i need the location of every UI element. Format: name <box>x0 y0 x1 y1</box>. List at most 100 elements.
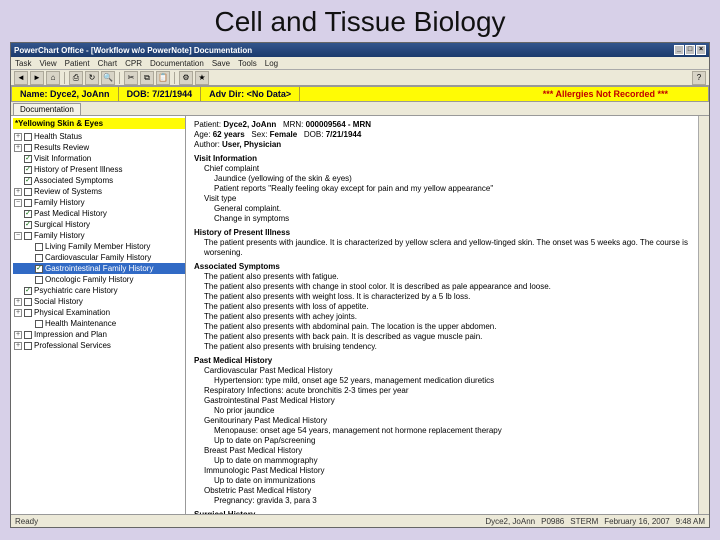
toolbar-print-icon[interactable]: ⎙ <box>69 71 83 85</box>
tree-item[interactable]: Impression and Plan <box>13 329 185 340</box>
expand-icon[interactable] <box>14 232 22 240</box>
menu-tools[interactable]: Tools <box>238 59 257 68</box>
patient-name-label: Name: <box>20 89 48 99</box>
titlebar: PowerChart Office - [Workflow w/o PowerN… <box>11 43 709 57</box>
menu-documentation[interactable]: Documentation <box>150 59 204 68</box>
menu-patient[interactable]: Patient <box>65 59 90 68</box>
tree-label: Impression and Plan <box>34 329 107 340</box>
hdr-age: 62 years <box>213 130 245 139</box>
toolbar-home-icon[interactable]: ⌂ <box>46 71 60 85</box>
toolbar-paste-icon[interactable]: 📋 <box>156 71 170 85</box>
toolbar-copy-icon[interactable]: ⧉ <box>140 71 154 85</box>
tree-item[interactable]: Health Maintenance <box>13 318 185 329</box>
doc-line: Obstetric Past Medical History <box>194 486 701 496</box>
tree-item[interactable]: Results Review <box>13 142 185 153</box>
menu-task[interactable]: Task <box>15 59 31 68</box>
tree-item[interactable]: Visit Information <box>13 153 185 164</box>
toolbar-tool-icon[interactable]: ⚙ <box>179 71 193 85</box>
menu-log[interactable]: Log <box>265 59 278 68</box>
doc-line: Menopause: onset age 54 years, managemen… <box>194 426 701 436</box>
tree-checkbox[interactable] <box>24 133 32 141</box>
tree-checkbox[interactable] <box>35 254 43 262</box>
expand-icon[interactable] <box>14 133 22 141</box>
toolbar-back-icon[interactable]: ◄ <box>14 71 28 85</box>
tree-checkbox[interactable] <box>35 265 43 273</box>
doc-line: Immunologic Past Medical History <box>194 466 701 476</box>
tree-item[interactable]: Professional Services <box>13 340 185 351</box>
close-button[interactable]: × <box>696 45 706 55</box>
hdr-mrn-label: MRN: <box>283 120 303 129</box>
expand-icon[interactable] <box>14 199 22 207</box>
toolbar-tool2-icon[interactable]: ★ <box>195 71 209 85</box>
toolbar-sep <box>119 72 120 84</box>
tree-item[interactable]: Gastrointestinal Family History <box>13 263 185 274</box>
tree-item[interactable]: Past Medical History <box>13 208 185 219</box>
tree-item[interactable]: Social History <box>13 296 185 307</box>
tree-checkbox[interactable] <box>24 144 32 152</box>
tree-checkbox[interactable] <box>24 199 32 207</box>
tree-item[interactable]: Cardiovascular Family History <box>13 252 185 263</box>
toolbar-find-icon[interactable]: 🔍 <box>101 71 115 85</box>
toolbar-fwd-icon[interactable]: ► <box>30 71 44 85</box>
tree-checkbox[interactable] <box>35 276 43 284</box>
toolbar-sep <box>64 72 65 84</box>
tree-item[interactable]: Oncologic Family History <box>13 274 185 285</box>
tree-checkbox[interactable] <box>24 221 32 229</box>
expand-icon[interactable] <box>14 309 22 317</box>
tree-item[interactable]: Family History <box>13 230 185 241</box>
tree-checkbox[interactable] <box>24 210 32 218</box>
tree-item[interactable]: Associated Symptoms <box>13 175 185 186</box>
tree-item[interactable]: Family History <box>13 197 185 208</box>
menubar: Task View Patient Chart CPR Documentatio… <box>11 57 709 70</box>
menu-view[interactable]: View <box>39 59 56 68</box>
doc-section-title: Past Medical History <box>194 356 701 366</box>
tree-item[interactable]: Living Family Member History <box>13 241 185 252</box>
tree-checkbox[interactable] <box>24 287 32 295</box>
doc-line: Chief complaint <box>194 164 701 174</box>
menu-chart[interactable]: Chart <box>98 59 118 68</box>
minimize-button[interactable]: _ <box>674 45 684 55</box>
hdr-age-label: Age: <box>194 130 210 139</box>
doc-section-title: Associated Symptoms <box>194 262 701 272</box>
tree-checkbox[interactable] <box>24 188 32 196</box>
expand-icon[interactable] <box>14 298 22 306</box>
toolbar-cut-icon[interactable]: ✂ <box>124 71 138 85</box>
statusbar: Ready Dyce2, JoAnn P0986 STERM February … <box>11 514 709 527</box>
tab-documentation[interactable]: Documentation <box>13 103 81 115</box>
tree-item[interactable]: Physical Examination <box>13 307 185 318</box>
content-area: *Yellowing Skin & Eyes Health StatusResu… <box>11 116 709 514</box>
tree-checkbox[interactable] <box>24 232 32 240</box>
tree-item[interactable]: Surgical History <box>13 219 185 230</box>
toolbar-refresh-icon[interactable]: ↻ <box>85 71 99 85</box>
tree-checkbox[interactable] <box>35 320 43 328</box>
vertical-scrollbar[interactable] <box>698 116 709 514</box>
doc-line: Cardiovascular Past Medical History <box>194 366 701 376</box>
expand-icon[interactable] <box>14 331 22 339</box>
advdir-label: Adv Dir: <box>209 89 244 99</box>
dob-label: DOB: <box>127 89 150 99</box>
tree-item[interactable]: Review of Systems <box>13 186 185 197</box>
hdr-dob-label: DOB: <box>304 130 324 139</box>
tree-label: Physical Examination <box>34 307 110 318</box>
tree-checkbox[interactable] <box>24 166 32 174</box>
nav-tree: *Yellowing Skin & Eyes Health StatusResu… <box>11 116 186 514</box>
toolbar-help-icon[interactable]: ? <box>692 71 706 85</box>
maximize-button[interactable]: □ <box>685 45 695 55</box>
tree-checkbox[interactable] <box>35 243 43 251</box>
tree-item[interactable]: Psychiatric care History <box>13 285 185 296</box>
tree-checkbox[interactable] <box>24 298 32 306</box>
tree-checkbox[interactable] <box>24 177 32 185</box>
tree-checkbox[interactable] <box>24 155 32 163</box>
menu-cpr[interactable]: CPR <box>125 59 142 68</box>
expand-icon[interactable] <box>14 342 22 350</box>
expand-icon[interactable] <box>14 144 22 152</box>
tree-checkbox[interactable] <box>24 342 32 350</box>
tree-checkbox[interactable] <box>24 331 32 339</box>
expand-icon[interactable] <box>14 188 22 196</box>
tree-item[interactable]: History of Present Illness <box>13 164 185 175</box>
tree-checkbox[interactable] <box>24 309 32 317</box>
doc-line: Pregnancy: gravida 3, para 3 <box>194 496 701 506</box>
doc-line: The patient also presents with back pain… <box>194 332 701 342</box>
tree-item[interactable]: Health Status <box>13 131 185 142</box>
menu-save[interactable]: Save <box>212 59 230 68</box>
